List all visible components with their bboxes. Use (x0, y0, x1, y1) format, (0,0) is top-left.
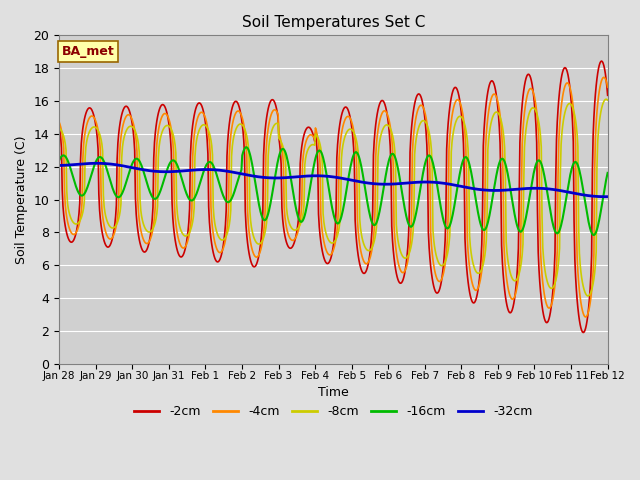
-8cm (584, 293, 591, 299)
-4cm (416, 103, 424, 108)
-32cm (55, 163, 63, 168)
Line: -32cm: -32cm (59, 163, 607, 197)
-2cm (416, 92, 424, 97)
-2cm (177, 254, 185, 260)
Text: BA_met: BA_met (62, 45, 115, 58)
Line: -8cm: -8cm (59, 99, 607, 296)
-2cm (598, 58, 605, 64)
X-axis label: Time: Time (318, 385, 349, 398)
-4cm (122, 115, 129, 120)
-4cm (582, 314, 589, 320)
-8cm (602, 96, 610, 102)
-16cm (177, 174, 185, 180)
-4cm (55, 119, 63, 125)
-16cm (206, 159, 214, 165)
-8cm (122, 130, 129, 135)
-2cm (55, 123, 63, 129)
-8cm (416, 121, 424, 127)
-2cm (579, 330, 587, 336)
-2cm (604, 93, 611, 98)
-32cm (604, 194, 611, 200)
Line: -16cm: -16cm (59, 147, 607, 235)
-2cm (65, 237, 73, 243)
-32cm (417, 179, 424, 185)
Line: -4cm: -4cm (59, 77, 607, 317)
-16cm (417, 183, 424, 189)
Title: Soil Temperatures Set C: Soil Temperatures Set C (242, 15, 425, 30)
-4cm (65, 225, 73, 230)
-8cm (55, 125, 63, 131)
-16cm (65, 161, 73, 167)
-32cm (93, 160, 100, 166)
-32cm (601, 194, 609, 200)
-8cm (604, 97, 611, 103)
Legend: -2cm, -4cm, -8cm, -16cm, -32cm: -2cm, -4cm, -8cm, -16cm, -32cm (129, 400, 538, 423)
-4cm (400, 269, 408, 275)
-4cm (177, 243, 185, 249)
-16cm (590, 232, 598, 238)
-2cm (400, 274, 408, 279)
-32cm (401, 180, 408, 186)
-4cm (206, 151, 214, 157)
-2cm (206, 228, 214, 234)
-8cm (400, 255, 408, 261)
-16cm (401, 205, 408, 211)
-32cm (178, 168, 186, 174)
-32cm (65, 162, 73, 168)
-16cm (242, 144, 250, 150)
-32cm (122, 164, 130, 169)
-8cm (206, 133, 214, 139)
-16cm (604, 170, 611, 176)
Line: -2cm: -2cm (59, 61, 607, 333)
-8cm (177, 228, 185, 234)
Y-axis label: Soil Temperature (C): Soil Temperature (C) (15, 135, 28, 264)
-4cm (600, 74, 607, 80)
-16cm (55, 157, 63, 163)
-32cm (207, 167, 215, 172)
-16cm (122, 181, 129, 187)
-2cm (122, 104, 129, 109)
-8cm (65, 209, 73, 215)
-4cm (604, 84, 611, 90)
